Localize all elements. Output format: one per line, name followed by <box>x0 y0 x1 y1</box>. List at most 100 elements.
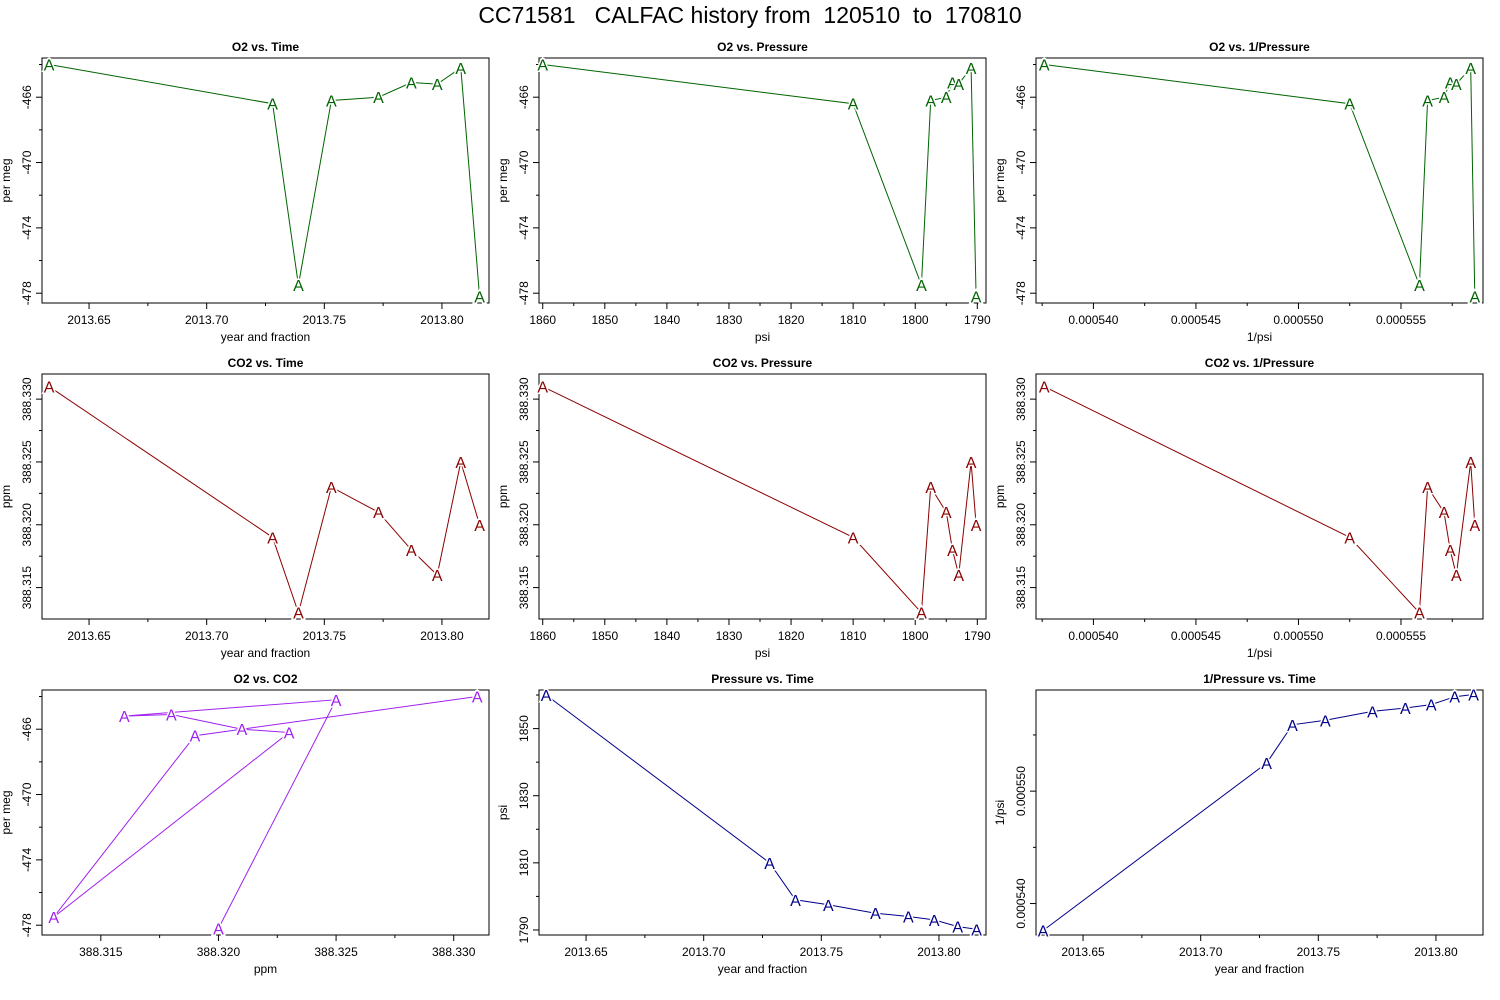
y-tick-label: 388.330 <box>20 377 34 421</box>
y-axis-label: ppm <box>496 485 510 508</box>
y-tick-label: -466 <box>20 85 34 109</box>
series-line <box>1044 64 1476 297</box>
x-tick-label: 2013.80 <box>1414 945 1458 959</box>
data-point: A <box>432 568 443 585</box>
x-tick-label: 1830 <box>716 313 743 327</box>
data-point: A <box>190 729 201 746</box>
data-point: A <box>1422 480 1433 497</box>
chart-title: O2 vs. Time <box>232 40 299 54</box>
series-line <box>1042 694 1474 931</box>
y-tick-label: -478 <box>20 281 34 305</box>
data-point: A <box>166 708 177 725</box>
data-point: A <box>941 505 952 522</box>
y-axis-label: per meg <box>0 158 13 202</box>
data-point: A <box>947 543 958 560</box>
y-tick-label: 388.330 <box>1014 377 1028 421</box>
x-tick-label: 1840 <box>654 629 681 643</box>
x-tick-label: 1860 <box>529 629 556 643</box>
data-point: A <box>406 543 417 560</box>
data-point: A <box>1414 606 1425 623</box>
data-point: A <box>1426 698 1437 715</box>
data-point: A <box>916 606 927 623</box>
data-point: A <box>1320 713 1331 730</box>
plot-frame <box>41 689 490 936</box>
plot-frame <box>1035 689 1484 936</box>
data-point: A <box>455 455 466 472</box>
data-point: A <box>971 289 982 306</box>
x-tick-label: 388.325 <box>314 945 358 959</box>
data-point: A <box>293 606 304 623</box>
y-tick-label: -478 <box>20 913 34 937</box>
x-tick-label: 0.000545 <box>1171 629 1221 643</box>
chart-title: CO2 vs. Pressure <box>713 356 813 370</box>
series-line <box>1043 386 1476 614</box>
data-point: A <box>1344 530 1355 547</box>
x-tick-label: 1790 <box>964 313 991 327</box>
x-tick-label: 1800 <box>902 629 929 643</box>
x-tick-label: 2013.80 <box>917 945 961 959</box>
x-tick-label: 2013.70 <box>682 945 726 959</box>
y-tick-label: -474 <box>20 848 34 872</box>
data-point: A <box>406 76 417 93</box>
y-tick-label: 1850 <box>517 715 531 742</box>
x-tick-label: 388.320 <box>197 945 241 959</box>
x-axis-label: psi <box>755 646 770 660</box>
data-point: A <box>267 530 278 547</box>
y-tick-label: 1810 <box>517 849 531 876</box>
data-point: A <box>870 906 881 923</box>
y-tick-label: 388.315 <box>517 566 531 610</box>
data-point: A <box>1287 718 1298 735</box>
x-tick-label: 2013.65 <box>67 629 111 643</box>
data-point: A <box>929 913 940 930</box>
data-point: A <box>48 910 59 927</box>
data-point: A <box>971 518 982 535</box>
chart-panel-5: CO2 vs. Pressure 1860 1850 1840 1830 1820 1810… <box>496 356 991 660</box>
x-axis-label: psi <box>755 330 770 344</box>
x-tick-label: 2013.80 <box>420 313 464 327</box>
x-tick-label: 388.330 <box>432 945 476 959</box>
plot-frame <box>538 689 987 936</box>
data-point: A <box>237 722 248 739</box>
data-point: A <box>1451 568 1462 585</box>
data-point: A <box>903 910 914 927</box>
x-tick-label: 1800 <box>902 313 929 327</box>
x-tick-label: 1810 <box>840 313 867 327</box>
y-tick-label: 388.325 <box>1014 440 1028 484</box>
x-tick-label: 1810 <box>840 629 867 643</box>
plot-frame <box>1035 373 1484 620</box>
data-point: A <box>293 278 304 295</box>
data-point: A <box>966 455 977 472</box>
data-point: A <box>267 97 278 114</box>
y-tick-label: 0.000540 <box>1014 878 1028 928</box>
data-point: A <box>925 480 936 497</box>
data-point: A <box>971 922 982 939</box>
data-point: A <box>952 920 963 937</box>
data-point: A <box>1449 690 1460 707</box>
y-tick-label: -474 <box>20 216 34 240</box>
chart-panel-8: Pressure vs. Time 2013.65 2013.70 2013.75 20… <box>496 672 987 976</box>
x-tick-label: 2013.75 <box>800 945 844 959</box>
y-tick-label: -470 <box>20 782 34 806</box>
data-point: A <box>1445 76 1456 93</box>
plot-frame <box>538 57 987 304</box>
chart-title: O2 vs. CO2 <box>233 672 297 686</box>
y-tick-label: 388.320 <box>20 503 34 547</box>
data-point: A <box>1038 924 1049 941</box>
series-line <box>49 64 481 297</box>
data-point: A <box>848 97 859 114</box>
y-tick-label: -478 <box>1014 281 1028 305</box>
data-point: A <box>764 856 775 873</box>
data-point: A <box>1039 380 1050 397</box>
y-tick-label: -466 <box>1014 85 1028 109</box>
data-point: A <box>916 278 927 295</box>
x-tick-label: 1820 <box>778 629 805 643</box>
x-tick-label: 1840 <box>654 313 681 327</box>
data-point: A <box>44 58 55 75</box>
x-tick-label: 0.000555 <box>1376 629 1426 643</box>
data-point: A <box>213 921 224 938</box>
x-tick-label: 2013.70 <box>1179 945 1223 959</box>
chart-title: CO2 vs. Time <box>228 356 304 370</box>
y-tick-label: -466 <box>20 717 34 741</box>
x-tick-label: 1860 <box>529 313 556 327</box>
data-point: A <box>1439 90 1450 107</box>
